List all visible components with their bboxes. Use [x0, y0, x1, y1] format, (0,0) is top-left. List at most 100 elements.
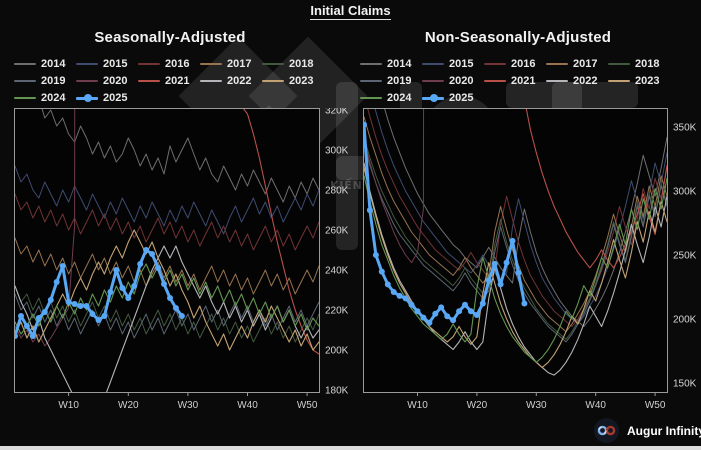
marker-2025: [167, 295, 173, 301]
marker-2025: [161, 281, 167, 287]
legend-item-2020: 2020: [76, 74, 138, 88]
svg-text:300K: 300K: [673, 187, 697, 198]
legend-item-2016: 2016: [484, 57, 546, 71]
marker-2025: [485, 277, 492, 284]
chart-seasonally-adjusted: 320K 300K 280K 260K 240K 220K 200K 180K W10 W20 W3…: [14, 108, 349, 411]
marker-2025: [491, 260, 498, 267]
legend-item-2014: 2014: [14, 57, 76, 71]
marker-2025: [119, 285, 126, 291]
marker-2025: [372, 252, 379, 258]
marker-2025: [450, 317, 457, 324]
legend-item-2020: 2020: [422, 74, 484, 88]
legend-item-2017: 2017: [546, 57, 608, 71]
legend-item-2025: 2025: [422, 91, 484, 105]
legend-seasonally-adjusted: 2014 2015 2016 2017 2018 2019 2020 2021 2022 2023…: [14, 57, 324, 105]
svg-text:220K: 220K: [325, 306, 349, 317]
marker-2025: [444, 313, 451, 320]
svg-text:260K: 260K: [325, 226, 349, 237]
svg-text:200K: 200K: [325, 346, 349, 357]
series-2018: [15, 285, 319, 343]
marker-2025: [65, 299, 72, 305]
marker-2025: [125, 295, 132, 301]
svg-text:150K: 150K: [673, 378, 697, 389]
legend-item-2015: 2015: [422, 57, 484, 71]
marker-2025: [420, 314, 427, 321]
legend-item-2023: 2023: [608, 74, 670, 88]
svg-text:W20: W20: [118, 400, 139, 411]
marker-2025: [149, 251, 156, 257]
brand: Augur Infinity: [594, 418, 701, 443]
series-2018: [364, 136, 667, 340]
chart-title-non-seasonally-adjusted: Non-Seasonally-Adjusted: [424, 29, 612, 46]
marker-2025: [18, 313, 24, 319]
marker-2025: [402, 295, 409, 302]
legend-item-2016: 2016: [138, 57, 200, 71]
marker-2025: [23, 323, 30, 329]
marker-2025: [467, 308, 474, 315]
legend-item-2018: 2018: [608, 57, 670, 71]
legend-item-2025: 2025: [76, 91, 138, 105]
series-2019: [15, 293, 319, 339]
svg-text:200K: 200K: [673, 314, 697, 325]
series-2021: [243, 109, 319, 355]
svg-text:W40: W40: [585, 400, 606, 411]
legend-item-2015: 2015: [76, 57, 138, 71]
marker-2025: [131, 283, 138, 289]
series-2015: [374, 109, 667, 325]
series-2016: [367, 109, 667, 327]
series-2023: [15, 229, 319, 351]
svg-text:280K: 280K: [325, 186, 349, 197]
marker-2025: [432, 310, 439, 317]
marker-2025: [172, 305, 179, 311]
svg-text:240K: 240K: [325, 266, 349, 277]
marker-2025: [364, 121, 367, 128]
marker-2025: [473, 312, 480, 318]
marker-2025: [113, 267, 120, 273]
marker-2025: [178, 313, 185, 319]
marker-2025: [47, 297, 54, 303]
marker-2025: [143, 247, 150, 253]
infinity-logo-icon: [594, 418, 619, 443]
svg-text:W50: W50: [297, 400, 318, 411]
marker-2025: [155, 265, 162, 271]
marker-2025: [462, 301, 468, 308]
marker-2025: [59, 263, 66, 269]
marker-2025: [509, 237, 516, 244]
marker-2025: [53, 279, 60, 285]
marker-2025: [89, 311, 96, 317]
legend-item-2017: 2017: [200, 57, 262, 71]
marker-2025: [378, 268, 385, 275]
series-2024: [364, 175, 667, 363]
marker-2025: [438, 304, 445, 311]
svg-text:W40: W40: [237, 400, 258, 411]
legend-item-2024: 2024: [14, 91, 76, 105]
marker-2025: [366, 207, 373, 214]
legend-item-2021: 2021: [138, 74, 200, 88]
svg-text:350K: 350K: [673, 123, 697, 134]
series-2025: [364, 123, 526, 325]
legend-item-2019: 2019: [14, 74, 76, 88]
marker-2025: [29, 333, 36, 339]
marker-2025: [137, 261, 144, 267]
svg-text:W30: W30: [526, 400, 547, 411]
series-2015: [15, 165, 319, 235]
series-2024: [15, 263, 319, 335]
series-2022: [15, 245, 319, 392]
brand-name: Augur Infinity: [627, 423, 701, 438]
marker-2025: [95, 317, 102, 323]
svg-text:300K: 300K: [325, 146, 349, 157]
svg-text:W20: W20: [467, 400, 488, 411]
series-2014: [41, 109, 319, 203]
marker-2025: [390, 289, 397, 295]
marker-2025: [384, 281, 391, 288]
marker-2025: [414, 308, 421, 315]
series-2021: [525, 109, 667, 269]
marker-2025: [77, 303, 84, 309]
marker-2025: [479, 300, 486, 307]
page-title: Initial Claims: [310, 3, 391, 20]
svg-text:W50: W50: [645, 400, 666, 411]
series-2020: [15, 109, 76, 347]
legend-item-2019: 2019: [360, 74, 422, 88]
legend-item-2022: 2022: [546, 74, 608, 88]
